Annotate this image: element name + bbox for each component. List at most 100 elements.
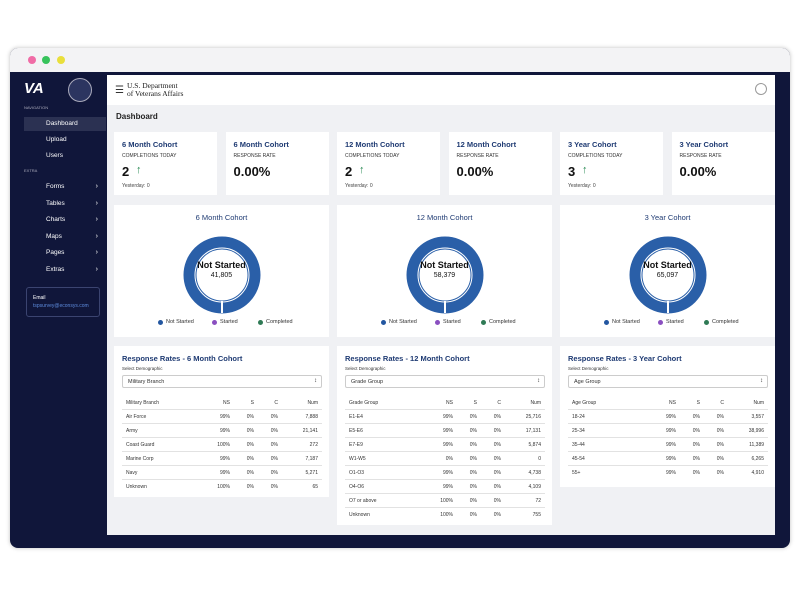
legend-label: Started xyxy=(220,319,238,325)
nav-item[interactable]: Users xyxy=(46,152,63,159)
table-cell: 25-34 xyxy=(568,423,644,438)
select-label: Select Demographic xyxy=(568,366,609,371)
table-row: Unknown 100% 0% 0% 65 xyxy=(122,479,322,493)
table-cell: 0% xyxy=(481,451,505,466)
nav-item[interactable]: Charts › xyxy=(24,213,106,227)
table-cell: 45-54 xyxy=(568,451,644,466)
table-cell: 99% xyxy=(644,409,680,424)
table-cell: 38,996 xyxy=(728,423,768,438)
select-value: Age Group xyxy=(574,379,601,385)
donut xyxy=(183,236,261,314)
table-cell: Coast Guard xyxy=(122,437,198,452)
table-row: Air Force 99% 0% 0% 7,888 xyxy=(122,409,322,424)
column-header: NS xyxy=(669,399,676,406)
table-cell: 0% xyxy=(258,451,282,466)
stat-card: 12 Month Cohort COMPLETIONS TODAY 2 ↑ Yester… xyxy=(337,132,440,195)
table-cell: Unknown xyxy=(345,507,421,521)
seal xyxy=(68,78,92,102)
stat-label: COMPLETIONS TODAY xyxy=(122,153,177,159)
title-bar xyxy=(10,48,790,72)
table-cell: E5-E6 xyxy=(345,423,421,438)
email-label: Email xyxy=(33,295,46,301)
table-cell: 100% xyxy=(198,479,234,493)
table-cell: Navy xyxy=(122,465,198,480)
select-arrow: ↕ xyxy=(760,378,763,384)
stat-card: 3 Year Cohort COMPLETIONS TODAY 3 ↑ Yesterda… xyxy=(560,132,663,195)
browser-window: VA NAVIGATION Dashboard Upload Users EXTRA For… xyxy=(10,48,790,548)
stat-value: 2 xyxy=(345,164,353,179)
legend-swatch xyxy=(212,320,217,325)
donut-value: 41,805 xyxy=(210,272,233,279)
table-cell: 3,557 xyxy=(728,409,768,424)
donut xyxy=(629,236,707,314)
table-row: O4-O6 99% 0% 0% 4,109 xyxy=(345,479,545,494)
chevron: › xyxy=(95,265,98,273)
table-cell: 0 xyxy=(505,451,545,466)
table-row: E1-E4 99% 0% 0% 25,716 xyxy=(345,409,545,424)
window-dot xyxy=(57,56,65,64)
chevron: › xyxy=(95,249,98,256)
stat-label: COMPLETIONS TODAY xyxy=(345,153,400,159)
table-cell: 0% xyxy=(680,423,704,438)
nav-item[interactable]: Forms › xyxy=(24,180,106,194)
table-cell: 0% xyxy=(234,437,258,452)
email-box: Email tspsurvey@econsys.com xyxy=(26,287,100,317)
table-row: O7 or above 100% 0% 0% 72 xyxy=(345,493,545,508)
table-cell: 0% xyxy=(457,479,481,494)
table-card: Response Rates - 12 Month Cohort Select D… xyxy=(337,346,552,525)
column-header: Age Group xyxy=(572,399,597,406)
table-row: 45-54 99% 0% 0% 6,265 xyxy=(568,451,768,466)
table-row: 18-24 99% 0% 0% 3,557 xyxy=(568,409,768,424)
table-cell: 18-24 xyxy=(568,409,644,424)
select[interactable]: Military Branch ↕ xyxy=(122,375,322,388)
column-header: C xyxy=(274,399,278,406)
table-cell: 0% xyxy=(704,465,728,479)
table-cell: 0% xyxy=(258,423,282,438)
card-title: 6 Month Cohort xyxy=(195,213,248,222)
legend-swatch xyxy=(258,320,263,325)
table-cell: 0% xyxy=(481,493,505,508)
column-header: S xyxy=(473,399,477,406)
user-avatar[interactable] xyxy=(755,83,767,95)
main-content: ☰ U.S. Department of Veterans Affairs Da… xyxy=(107,75,775,535)
select[interactable]: Age Group ↕ xyxy=(568,375,768,388)
menu-icon[interactable]: ☰ xyxy=(115,85,124,96)
nav-item[interactable]: Pages › xyxy=(24,246,106,260)
card-title: Response Rates - 6 Month Cohort xyxy=(122,354,243,363)
table-cell: 99% xyxy=(198,451,234,466)
stat-card: 12 Month Cohort RESPONSE RATE 0.00% xyxy=(448,132,552,195)
select-value: Grade Group xyxy=(351,379,384,385)
nav-item[interactable]: Extras › xyxy=(24,263,106,277)
column-header: NS xyxy=(446,399,453,406)
table-cell: 4,738 xyxy=(505,465,545,480)
table-cell: E7-E9 xyxy=(345,437,421,452)
donut xyxy=(406,236,484,314)
legend-label: Not Started xyxy=(612,319,640,325)
table-cell: 25,716 xyxy=(505,409,545,424)
table-row: Unknown 100% 0% 0% 755 xyxy=(345,507,545,521)
donut-card: 3 Year Cohort Not Started 65,097 Not Starte… xyxy=(560,205,775,337)
stat-card: 3 Year Cohort RESPONSE RATE 0.00% xyxy=(671,132,775,195)
table-cell: 272 xyxy=(282,437,322,452)
card-title: 3 Year Cohort xyxy=(679,140,729,149)
select[interactable]: Grade Group ↕ xyxy=(345,375,545,388)
stat-label: RESPONSE RATE xyxy=(679,153,722,159)
table-cell: E1-E4 xyxy=(345,409,421,424)
table-cell: 0% xyxy=(680,451,704,466)
email: tspsurvey@econsys.com xyxy=(33,303,89,309)
nav-item[interactable]: Maps › xyxy=(24,230,106,244)
legend-label: Not Started xyxy=(389,319,417,325)
nav-item[interactable]: Dashboard xyxy=(24,117,106,131)
table-row: 55+ 99% 0% 0% 4,910 xyxy=(568,465,768,479)
nav-item[interactable]: Upload xyxy=(46,136,67,143)
legend-swatch xyxy=(435,320,440,325)
chevron: › xyxy=(95,232,98,240)
stat-value: 3 xyxy=(568,164,576,179)
nav-item[interactable]: Tables › xyxy=(24,197,106,211)
table-cell: Army xyxy=(122,423,198,438)
column-header: Num xyxy=(753,399,764,406)
donut-value: 65,097 xyxy=(656,272,679,279)
table-cell: 0% xyxy=(457,423,481,438)
table-cell: 21,141 xyxy=(282,423,322,438)
stat-value: 2 xyxy=(122,164,130,179)
